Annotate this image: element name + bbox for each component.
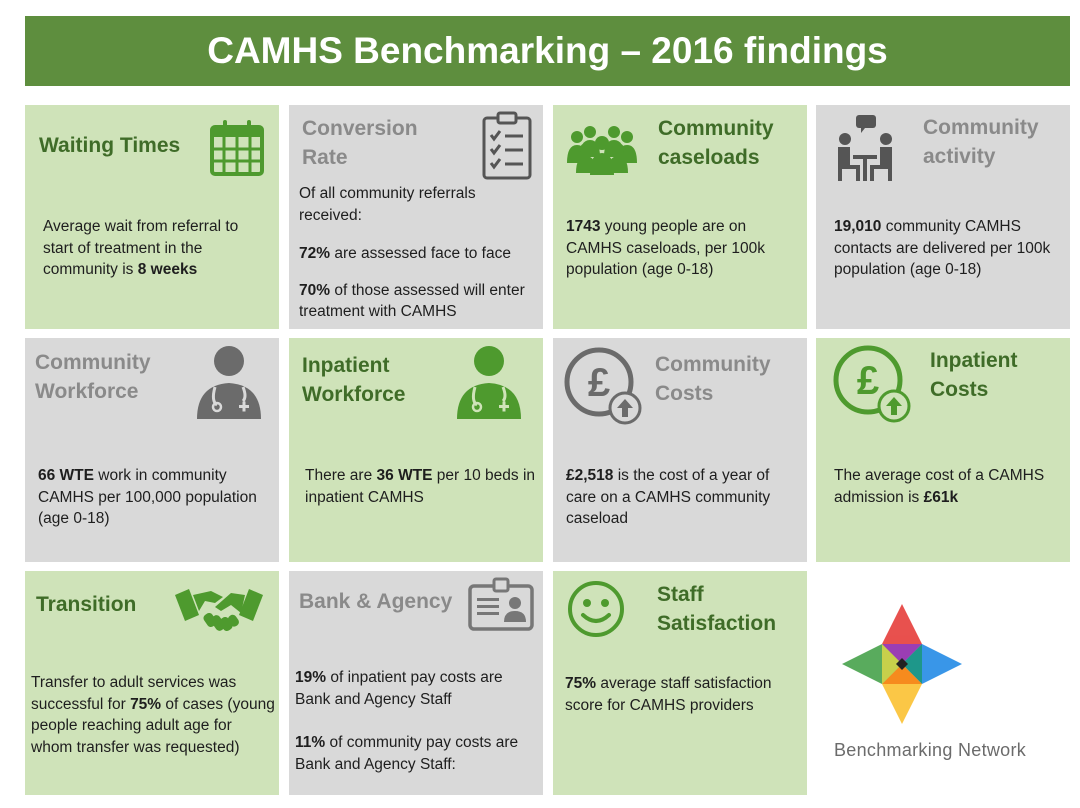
body-figure: 66 WTE	[38, 467, 94, 484]
body-figure: £2,518	[566, 467, 614, 484]
card-title: Community caseloads	[658, 114, 774, 172]
body-figure: 75%	[565, 675, 597, 692]
card-staff-satisfaction: Staff Satisfaction 75% average staff sat…	[553, 571, 807, 795]
body-text: The average cost of a CAMHS admission is	[834, 467, 1045, 506]
meeting-icon	[838, 115, 892, 181]
card-title: Transition	[36, 593, 137, 616]
card-title: Inpatient Workforce	[302, 351, 405, 409]
card-body: 19,010 community CAMHS contacts are deli…	[834, 216, 1064, 298]
svg-text:£: £	[588, 361, 610, 405]
card-conversion-rate: Conversion Rate Of all community referra…	[289, 105, 543, 329]
card-body: Of all community referrals received: 72%…	[299, 183, 535, 329]
card-body: Transfer to adult services was successfu…	[31, 672, 275, 775]
body-text: There are	[305, 467, 377, 484]
card-inpatient-costs: £ Inpatient Costs The average cost of a …	[816, 338, 1070, 562]
card-title-line: activity	[923, 145, 996, 168]
body-figure: 19,010	[834, 218, 882, 235]
card-title-line: Satisfaction	[657, 612, 777, 635]
body-figure: 72%	[299, 245, 331, 262]
people-group-icon	[567, 126, 637, 175]
id-badge-icon	[468, 577, 534, 631]
card-body: The average cost of a CAMHS admission is…	[834, 465, 1064, 525]
body-text: work in community CAMHS per 100,000 popu…	[38, 467, 257, 527]
pound-increase-icon: £	[564, 347, 642, 425]
body-text: community CAMHS contacts are delivered p…	[834, 218, 1051, 278]
card-body: 75% average staff satisfaction score for…	[565, 673, 801, 733]
card-community-costs: £ Community Costs £2,518 is the cost of …	[553, 338, 807, 562]
body-figure: £61k	[923, 488, 959, 506]
card-inpatient-workforce: Inpatient Workforce There are 36 WTE per…	[289, 338, 543, 562]
handshake-icon	[175, 589, 263, 632]
card-title-line: Community	[35, 351, 151, 374]
pound-increase-icon: £	[833, 345, 911, 423]
body-figure: 75%	[130, 695, 162, 713]
card-body: 19% of inpatient pay costs are Bank and …	[295, 667, 539, 792]
doctor-icon	[457, 346, 521, 419]
card-title-line: Costs	[930, 378, 989, 401]
body-text: Of all community referrals received:	[299, 185, 476, 224]
card-body: 66 WTE work in community CAMHS per 100,0…	[38, 465, 274, 547]
card-body: Average wait from referral to start of t…	[43, 216, 269, 298]
card-title: Conversion Rate	[302, 114, 418, 172]
card-community-workforce: Community Workforce 66 WTE work in commu…	[25, 338, 279, 562]
card-title: Community Costs	[655, 350, 771, 408]
card-title-line: Conversion	[302, 117, 418, 140]
body-text: Average wait from referral to start of t…	[43, 218, 239, 278]
smiley-icon	[568, 581, 624, 637]
card-title-line: Community	[923, 116, 1039, 139]
card-community-caseloads: Community caseloads 1743 young people ar…	[553, 105, 807, 329]
card-transition: Transition Transfer to adult services wa…	[25, 571, 279, 795]
svg-text:£: £	[857, 359, 879, 403]
body-text: are assessed face to face	[330, 245, 511, 262]
body-text: is the cost of a year of care on a CAMHS…	[566, 467, 771, 527]
page-title-banner: CAMHS Benchmarking – 2016 findings	[25, 16, 1070, 86]
brand-name: Benchmarking Network	[834, 740, 1027, 760]
body-text: per 10 beds in inpatient CAMHS	[305, 467, 536, 506]
card-title-line: Rate	[302, 146, 348, 169]
card-title-line: Inpatient	[302, 354, 390, 377]
card-title: Community activity	[923, 113, 1039, 171]
card-body: £2,518 is the cost of a year of care on …	[566, 465, 802, 547]
card-title: Waiting Times	[39, 134, 181, 157]
body-text: Transfer to adult services was successfu…	[31, 674, 237, 713]
card-title-line: Workforce	[302, 383, 406, 406]
card-waiting-times: Waiting Times Average wait from referral…	[25, 105, 279, 329]
card-community-activity: Community activity 19,010 community CAMH…	[816, 105, 1070, 329]
card-title-line: caseloads	[658, 146, 760, 169]
body-text: young people are on CAMHS caseloads, per…	[566, 218, 766, 278]
body-text: of community pay costs are Bank and Agen…	[295, 734, 519, 773]
benchmarking-network-logo	[842, 604, 962, 724]
card-title-line: Staff	[657, 583, 704, 606]
card-title-line: Workforce	[35, 380, 139, 403]
card-title-line: Community	[658, 117, 774, 140]
body-figure: 11%	[295, 734, 326, 751]
card-title: Bank & Agency	[299, 590, 453, 613]
body-figure: 1743	[566, 218, 601, 235]
card-bank-agency: Bank & Agency 19% of inpatient pay costs…	[289, 571, 543, 795]
body-text: of those assessed will enter treatment w…	[299, 281, 525, 321]
card-title-line: Costs	[655, 382, 714, 405]
body-figure: 8 weeks	[137, 261, 198, 278]
body-figure: 70%	[299, 281, 331, 299]
card-body: There are 36 WTE per 10 beds in inpatien…	[305, 465, 537, 525]
body-text: average staff satisfaction score for CAM…	[565, 675, 772, 714]
body-text: of inpatient pay costs are Bank and Agen…	[295, 669, 503, 708]
page-title: CAMHS Benchmarking – 2016 findings	[207, 30, 888, 71]
card-title: Community Workforce	[35, 348, 151, 406]
card-title: Staff Satisfaction	[657, 580, 776, 638]
calendar-icon	[210, 120, 264, 176]
body-figure: 36 WTE	[376, 467, 433, 484]
body-text: of cases (young people reaching adult ag…	[31, 695, 275, 756]
body-figure: 19%	[295, 669, 327, 686]
card-body: 1743 young people are on CAMHS caseloads…	[566, 216, 798, 298]
doctor-icon	[197, 346, 261, 419]
card-title-line: Inpatient	[930, 349, 1018, 372]
checklist-icon	[482, 111, 532, 180]
card-title: Inpatient Costs	[930, 346, 1018, 404]
card-title-line: Community	[655, 353, 771, 376]
